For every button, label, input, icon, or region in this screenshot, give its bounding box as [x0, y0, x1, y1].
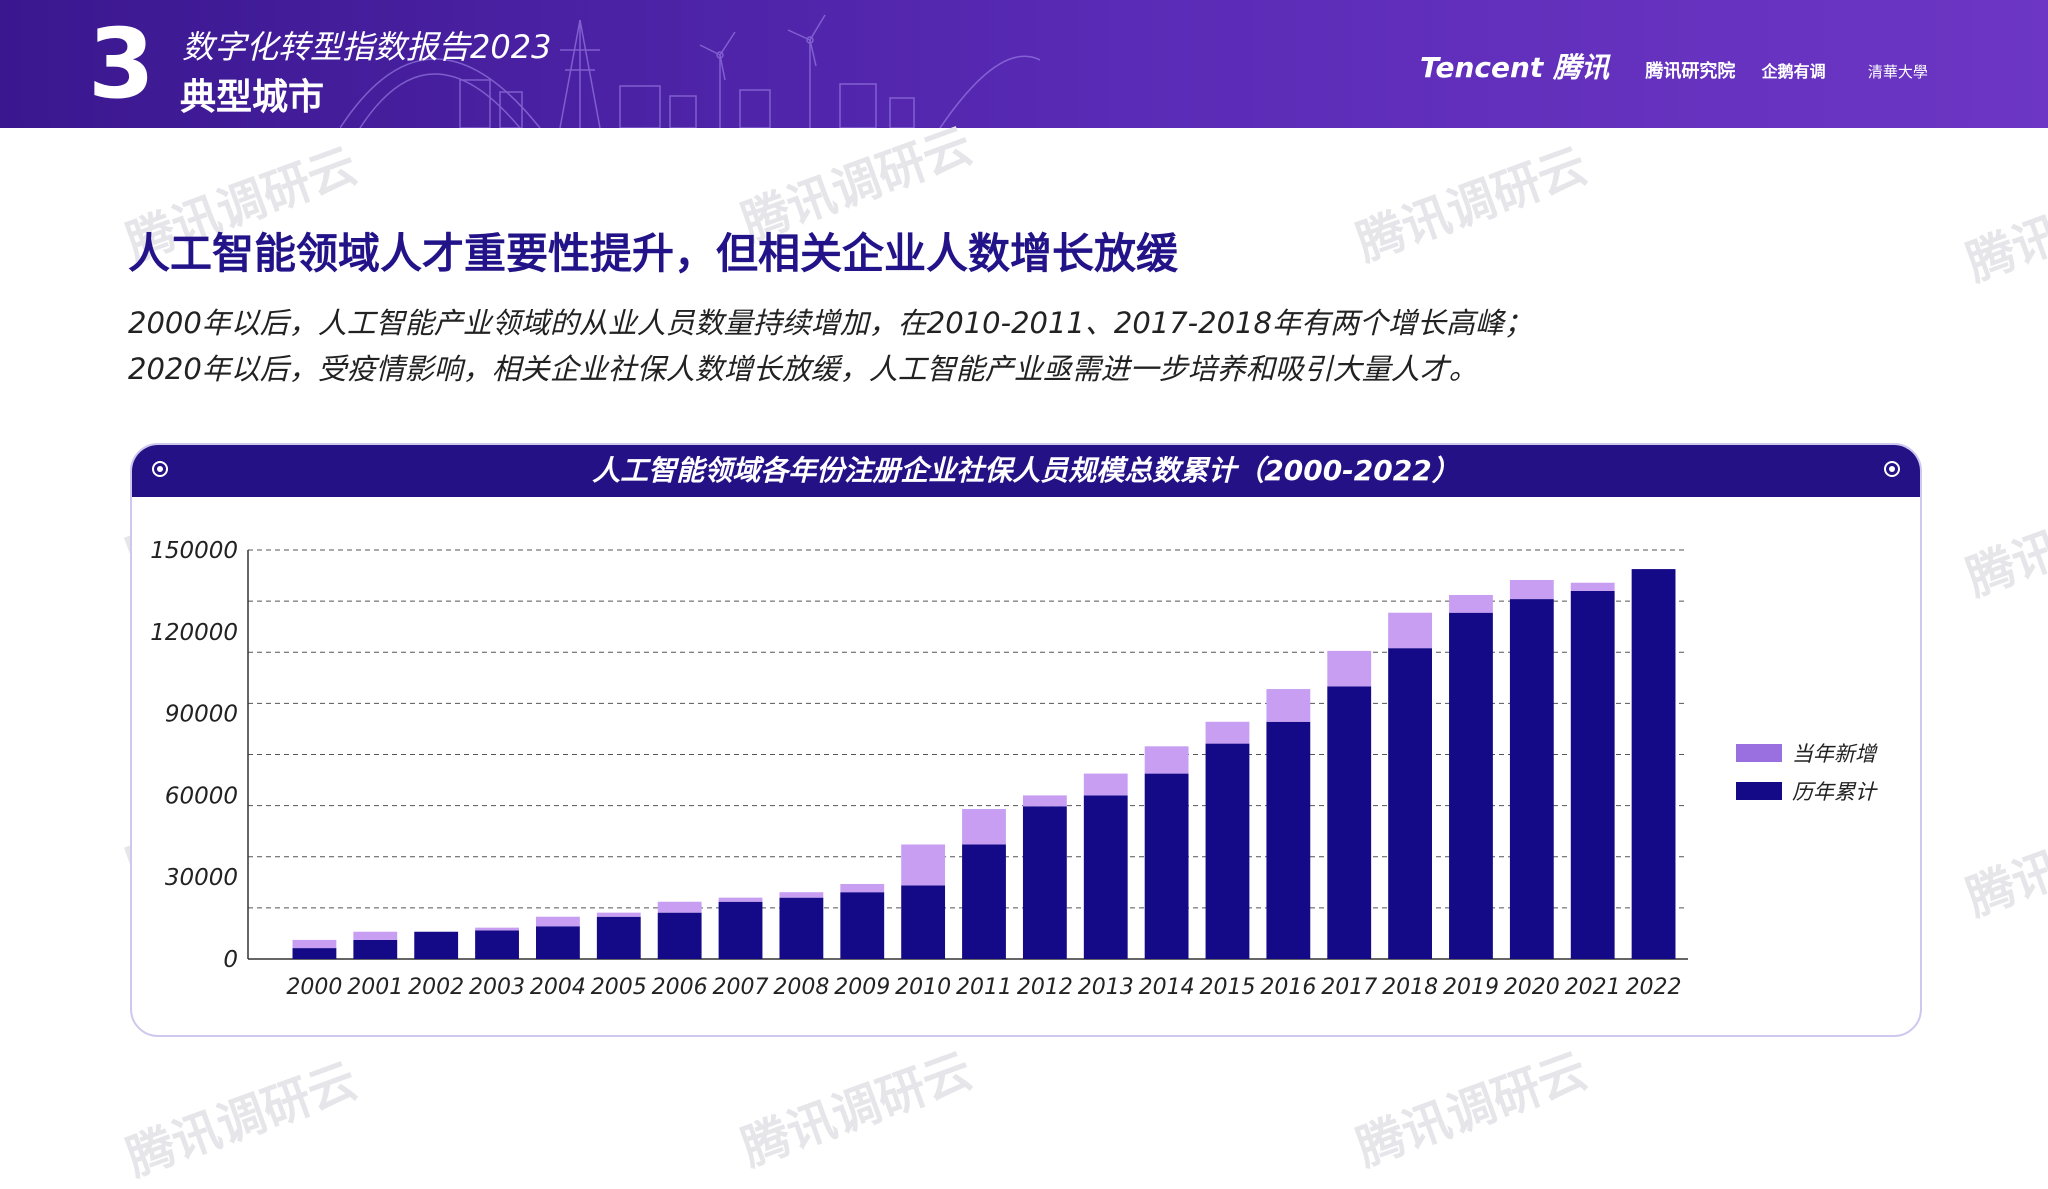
- bar-new-2010: [901, 844, 946, 886]
- partner-logos: Tencent 腾讯 腾讯研究院 企鹅有调 清華大學: [1420, 46, 1928, 86]
- bar-new-2020: [1509, 579, 1554, 600]
- legend-label: 当年新增: [1792, 742, 1878, 766]
- bar-cumulative-2000: [292, 948, 337, 959]
- bar-cumulative-2019: [1449, 612, 1493, 959]
- legend-swatch: [1736, 782, 1782, 800]
- bar-new-2013: [1083, 773, 1128, 796]
- x-tick-label: 2005: [591, 975, 647, 1000]
- bar-new-2017: [1327, 650, 1372, 687]
- bar-new-2000: [292, 939, 337, 949]
- tencent-research-logo: 腾讯研究院: [1645, 61, 1736, 82]
- tsinghua-logo: 清華大學: [1867, 63, 1928, 81]
- bar-cumulative-2004: [536, 926, 580, 959]
- legend-label: 历年累计: [1792, 780, 1878, 804]
- x-tick-label: 2006: [652, 975, 708, 1000]
- bar-cumulative-2020: [1509, 599, 1554, 959]
- bar-new-2011: [962, 809, 1006, 845]
- bar-new-2003: [475, 927, 519, 931]
- bar-cumulative-2016: [1266, 721, 1311, 959]
- y-tick-label: 30000: [165, 865, 238, 891]
- bar-cumulative-2014: [1144, 773, 1189, 959]
- description-line-2: 2020年以后，受疫情影响，相关企业社保人数增长放缓，人工智能产业亟需进一步培养…: [128, 352, 1478, 386]
- bar-cumulative-2017: [1327, 686, 1372, 959]
- x-tick-label: 2012: [1017, 975, 1073, 1000]
- x-tick-label: 2001: [347, 975, 403, 1000]
- x-tick-label: 2008: [773, 975, 829, 1000]
- bar-new-2004: [536, 916, 580, 927]
- bar-new-2009: [840, 884, 885, 893]
- x-tick-label: 2003: [469, 975, 525, 1000]
- header-banner: 3 数字化转型指数报告2023 典型城市 Tencent 腾讯 腾讯研究院 企鹅…: [0, 0, 2048, 128]
- bar-new-2005: [596, 912, 641, 917]
- bullet-icon: [152, 461, 168, 477]
- x-tick-label: 2011: [956, 975, 1012, 1000]
- x-tick-label: 2018: [1382, 975, 1438, 1000]
- chart-title: 人工智能领域各年份注册企业社保人员规模总数累计（2000-2022）: [132, 445, 1920, 497]
- x-tick-label: 2019: [1443, 975, 1499, 1000]
- bar-cumulative-2010: [901, 885, 946, 959]
- x-tick-label: 2007: [713, 975, 769, 1000]
- page-title: 人工智能领域人才重要性提升，但相关企业人数增长放缓: [128, 229, 1179, 278]
- description-line-1: 2000年以后，人工智能产业领域的从业人员数量持续增加，在2010-2011、2…: [128, 306, 1533, 340]
- x-tick-label: 2022: [1626, 975, 1682, 1000]
- bar-new-2015: [1205, 721, 1250, 744]
- bar-cumulative-2011: [962, 844, 1006, 959]
- report-title: 数字化转型指数报告2023: [182, 28, 552, 66]
- y-tick-label: 120000: [150, 620, 238, 646]
- bar-new-2012: [1022, 795, 1067, 807]
- y-tick-label: 90000: [165, 702, 238, 728]
- bar-cumulative-2003: [475, 930, 519, 959]
- y-tick-label: 0: [223, 947, 238, 973]
- x-tick-label: 2010: [895, 975, 951, 1000]
- section-number: 3: [88, 8, 155, 120]
- bar-new-2008: [779, 892, 824, 898]
- x-tick-label: 2017: [1321, 975, 1377, 1000]
- stacked-bar-chart: 0 30000 60000 90000 120000 150000 2000 2001 2002…: [150, 538, 1878, 1000]
- x-tick-label: 2004: [530, 975, 586, 1000]
- tencent-logo: Tencent 腾讯: [1420, 51, 1610, 84]
- y-tick-label: 150000: [150, 538, 238, 564]
- bar-new-2001: [353, 931, 398, 940]
- x-tick-label: 2000: [286, 975, 342, 1000]
- x-tick-label: 2020: [1504, 975, 1560, 1000]
- x-tick-label: 2009: [834, 975, 890, 1000]
- bar-new-2014: [1144, 746, 1189, 774]
- bar-cumulative-2012: [1022, 806, 1067, 959]
- bar-cumulative-2009: [840, 892, 885, 959]
- x-tick-label: 2013: [1078, 975, 1134, 1000]
- bar-cumulative-2002: [414, 931, 459, 959]
- bar-cumulative-2001: [353, 939, 398, 959]
- bar-new-2021: [1570, 582, 1615, 591]
- section-title: 典型城市: [180, 77, 325, 118]
- x-tick-label: 2002: [408, 975, 464, 1000]
- bar-new-2007: [718, 897, 763, 902]
- bar-new-2018: [1388, 612, 1432, 649]
- bar-cumulative-2022: [1631, 569, 1676, 959]
- x-tick-label: 2014: [1139, 975, 1195, 1000]
- bar-cumulative-2021: [1570, 590, 1615, 959]
- bar-cumulative-2006: [657, 912, 702, 959]
- city-skyline-illustration: [340, 14, 1040, 128]
- x-tick-label: 2021: [1565, 975, 1621, 1000]
- bar-new-2006: [657, 901, 702, 913]
- x-tick-label: 2015: [1199, 975, 1255, 1000]
- legend-swatch: [1736, 744, 1782, 762]
- bar-cumulative-2018: [1388, 648, 1432, 959]
- bar-cumulative-2005: [596, 916, 641, 959]
- x-tick-label: 2016: [1260, 975, 1316, 1000]
- bar-cumulative-2015: [1205, 743, 1250, 959]
- bar-cumulative-2007: [718, 901, 763, 959]
- bullet-icon: [1884, 461, 1900, 477]
- y-tick-label: 60000: [165, 783, 238, 809]
- qichacha-logo: 企鹅有调: [1761, 62, 1826, 81]
- bar-cumulative-2013: [1083, 795, 1128, 959]
- bar-cumulative-2008: [779, 897, 824, 959]
- bar-new-2019: [1449, 594, 1493, 613]
- bar-new-2016: [1266, 689, 1311, 722]
